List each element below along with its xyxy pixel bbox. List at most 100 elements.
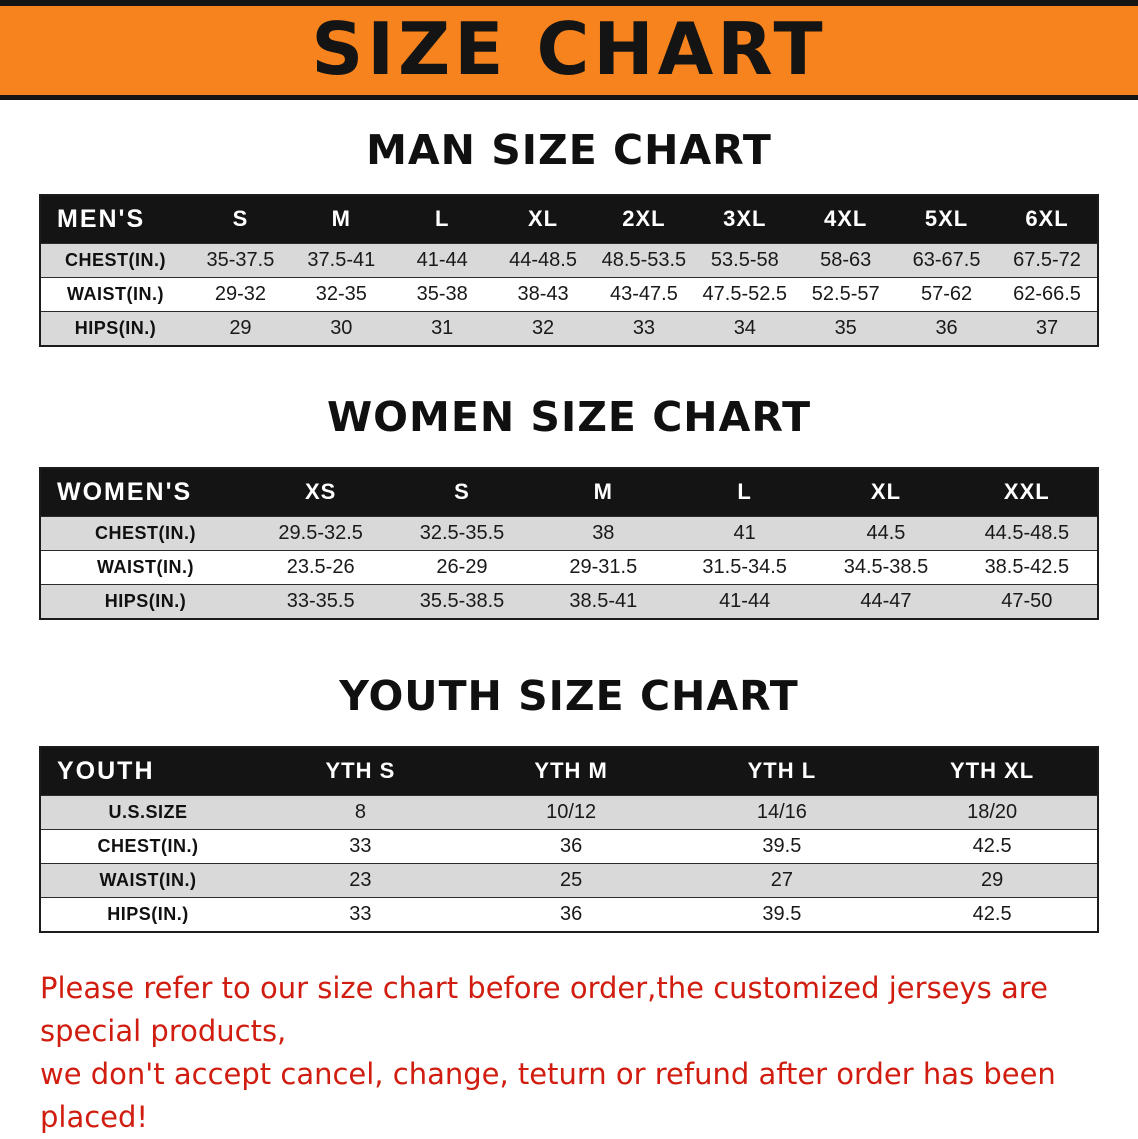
table-cell: 14/16	[756, 800, 807, 823]
table-cell: 62-66.5	[1013, 282, 1081, 305]
table-cell: 58-63	[820, 248, 872, 271]
table-cell: 32	[531, 316, 555, 339]
column-header: XL	[492, 194, 594, 244]
row-label: WAIST(IN.)	[97, 556, 194, 577]
notice-line-1: Please refer to our size chart before or…	[40, 970, 1048, 1048]
table-cell: 52.5-57	[811, 282, 880, 305]
table-cell: 29	[229, 316, 252, 339]
row-label: CHEST(IN.)	[95, 522, 196, 543]
table-cell: 47.5-52.5	[702, 282, 788, 305]
table-cell: 41-44	[719, 589, 771, 612]
table-cell: 38.5-42.5	[984, 555, 1070, 578]
table-row: HIPS(IN.) 33-35.5 35.5-38.5 38.5-41 41-44 44-…	[40, 584, 1098, 619]
table-cell: 63-67.5	[912, 248, 981, 271]
page-title: SIZE CHART	[311, 7, 827, 91]
table-cell: 31.5-34.5	[702, 555, 787, 578]
column-header: XXL	[956, 467, 1098, 517]
table-cell: 32-35	[315, 282, 367, 305]
table-row: CHEST(IN.) 33 36 39.5 42.5	[40, 829, 1098, 864]
table-header-row: YOUTH YTH S YTH M YTH L YTH XL	[40, 746, 1098, 796]
row-label: CHEST(IN.)	[65, 249, 166, 270]
column-header: XL	[815, 467, 957, 517]
table-cell: 32.5-35.5	[419, 521, 505, 544]
column-header: XS	[250, 467, 392, 517]
table-row: CHEST(IN.) 29.5-32.5 32.5-35.5 38 41 44.5 44.5…	[40, 516, 1098, 551]
table-cell: 35	[834, 316, 857, 339]
table-cell: 27	[770, 868, 793, 891]
row-label: HIPS(IN.)	[104, 590, 187, 611]
table-row: HIPS(IN.) 29 30 31 32 33 34 35 36 37	[40, 311, 1098, 346]
column-header: M	[532, 467, 674, 517]
table-cell: 31	[431, 316, 454, 339]
column-header: YTH M	[465, 746, 677, 796]
table-title-cell: YOUTH	[40, 746, 255, 796]
column-header: L	[391, 194, 493, 244]
column-header: S	[190, 194, 291, 244]
table-cell: 44.5	[866, 521, 906, 544]
table-row: WAIST(IN.) 23.5-26 26-29 29-31.5 31.5-34.5 34…	[40, 550, 1098, 585]
column-header: S	[391, 467, 533, 517]
row-label: WAIST(IN.)	[99, 869, 197, 890]
table-cell: 33-35.5	[286, 589, 355, 612]
table-cell: 29.5-32.5	[278, 521, 363, 544]
column-header: L	[673, 467, 816, 517]
table-cell: 23	[349, 868, 372, 891]
table-cell: 36	[560, 902, 583, 925]
table-cell: 25	[560, 868, 583, 891]
column-header: 5XL	[896, 194, 997, 244]
table-cell: 29	[981, 868, 1004, 891]
table-row: HIPS(IN.) 33 36 39.5 42.5	[40, 897, 1098, 932]
notice-line-2: we don't accept cancel, change, teturn o…	[40, 1056, 1056, 1134]
table-cell: 18/20	[967, 800, 1018, 823]
row-label: HIPS(IN.)	[74, 317, 157, 338]
table-cell: 8	[354, 800, 366, 823]
table-cell: 35-38	[416, 282, 468, 305]
table-cell: 33	[349, 902, 372, 925]
row-label: WAIST(IN.)	[67, 283, 164, 304]
table-cell: 30	[330, 316, 353, 339]
table-cell: 23.5-26	[286, 555, 355, 578]
table-cell: 29-32	[214, 282, 267, 305]
table-cell: 37	[1035, 316, 1059, 339]
row-label: HIPS(IN.)	[107, 903, 189, 924]
table-row: CHEST(IN.) 35-37.5 37.5-41 41-44 44-48.5 48.5…	[40, 243, 1098, 278]
column-header: YTH S	[255, 746, 466, 796]
table-cell: 53.5-58	[710, 248, 779, 271]
table-cell: 47-50	[1001, 589, 1053, 612]
table-cell: 33	[632, 316, 656, 339]
table-cell: 39.5	[762, 902, 802, 925]
table-cell: 57-62	[920, 282, 973, 305]
table-cell: 67.5-72	[1013, 248, 1081, 271]
table-header-row: MEN'S S M L XL 2XL 3XL 4XL 5XL 6XL	[40, 194, 1098, 244]
table-cell: 42.5	[972, 902, 1012, 925]
section-title-men: MAN SIZE CHART	[366, 125, 772, 174]
table-cell: 44.5-48.5	[984, 521, 1070, 544]
youth-size-table: YOUTH YTH S YTH M YTH L YTH XL U.S.SIZE 8 10/12…	[39, 745, 1099, 933]
table-cell: 10/12	[546, 800, 597, 823]
table-cell: 34.5-38.5	[843, 555, 929, 578]
notice: Please refer to our size chart before or…	[40, 967, 1138, 1139]
women-size-section: WOMEN SIZE CHART WOMEN'S XS S M L XL XXL CHEST(…	[0, 393, 1138, 620]
men-size-section: MAN SIZE CHART MEN'S S M L XL 2XL 3XL 4XL 5XL 6XL…	[0, 126, 1138, 347]
row-label: U.S.SIZE	[108, 801, 188, 822]
women-size-table: WOMEN'S XS S M L XL XXL CHEST(IN.) 29.5-32.5 32.5…	[39, 466, 1099, 620]
column-header: 6XL	[997, 194, 1098, 244]
men-size-table: MEN'S S M L XL 2XL 3XL 4XL 5XL 6XL CHEST(IN.) 35-37…	[39, 193, 1099, 347]
table-cell: 36	[935, 316, 958, 339]
table-cell: 39.5	[762, 834, 802, 857]
banner: SIZE CHART	[0, 0, 1138, 100]
row-label: CHEST(IN.)	[97, 835, 199, 856]
table-cell: 36	[560, 834, 583, 857]
column-header: YTH L	[676, 746, 888, 796]
column-header: YTH XL	[887, 746, 1098, 796]
section-title-women: WOMEN SIZE CHART	[326, 392, 812, 441]
table-title-cell: WOMEN'S	[40, 467, 250, 517]
table-row: WAIST(IN.) 23 25 27 29	[40, 863, 1098, 898]
column-header: 3XL	[694, 194, 796, 244]
section-title-youth: YOUTH SIZE CHART	[339, 671, 799, 720]
table-cell: 48.5-53.5	[601, 248, 687, 271]
table-cell: 29-31.5	[569, 555, 638, 578]
table-cell: 44-47	[860, 589, 912, 612]
column-header: 2XL	[593, 194, 695, 244]
table-row: U.S.SIZE 8 10/12 14/16 18/20	[40, 795, 1098, 830]
